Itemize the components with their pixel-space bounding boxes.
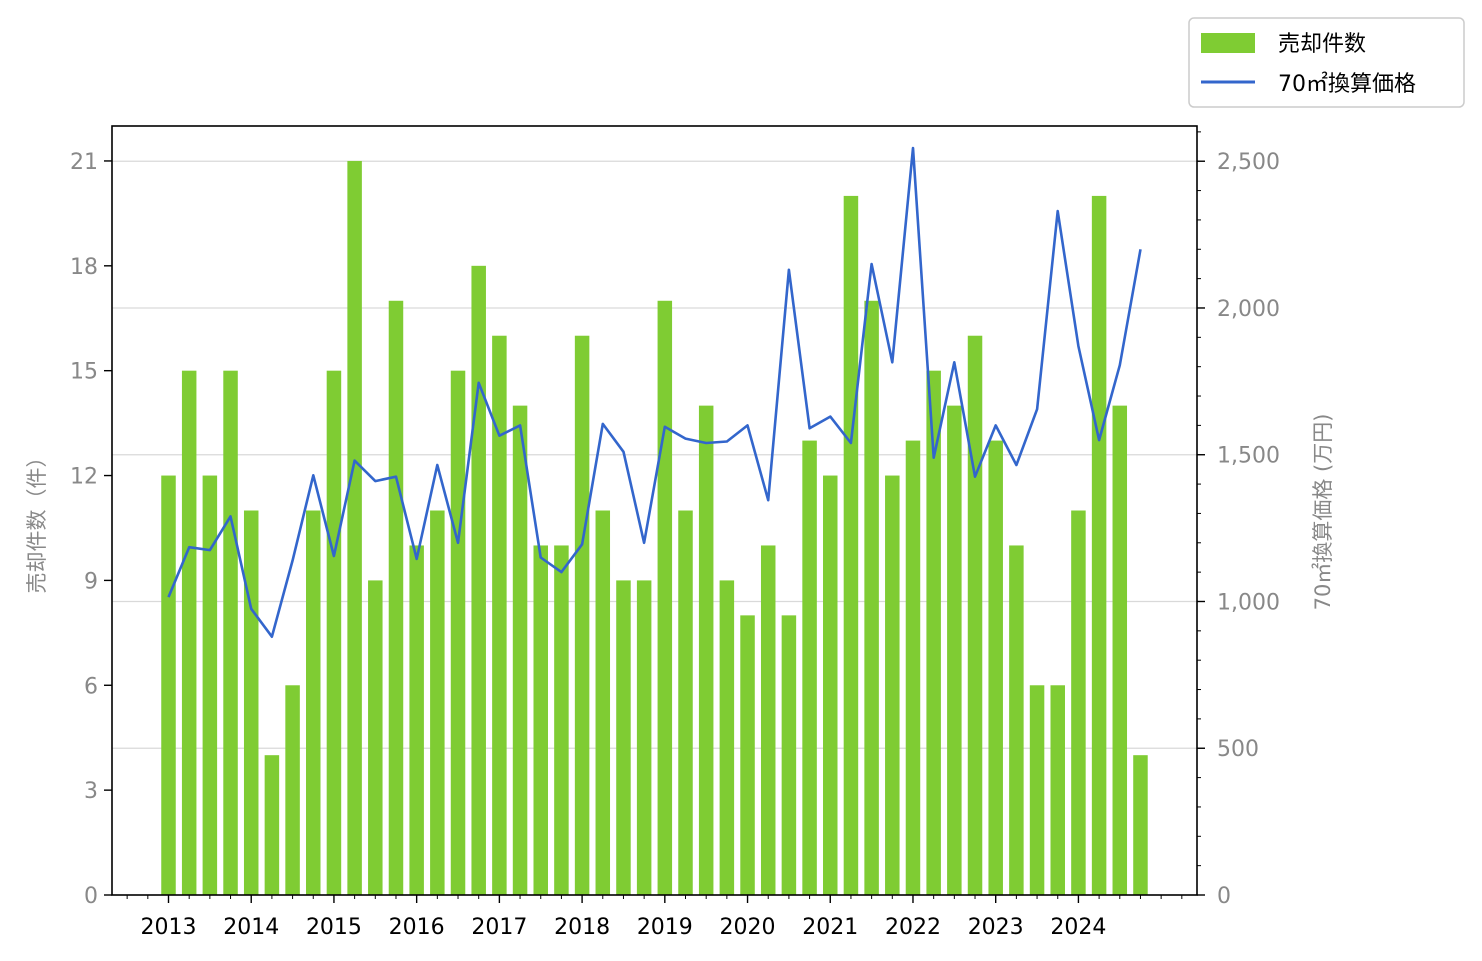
x-year-label: 2021 bbox=[802, 915, 858, 940]
left-tick-label: 0 bbox=[84, 884, 98, 909]
legend-box bbox=[1188, 17, 1465, 108]
line-series bbox=[167, 146, 1142, 639]
bar bbox=[347, 160, 362, 896]
left-tick-label: 15 bbox=[70, 360, 98, 385]
bar bbox=[1071, 510, 1086, 895]
right-tick-label: 1,500 bbox=[1217, 444, 1280, 469]
bar bbox=[409, 545, 424, 895]
right-axis-title: 70㎡換算価格 (万円) bbox=[1311, 414, 1335, 611]
bar bbox=[760, 545, 776, 895]
bar bbox=[843, 195, 859, 896]
bar bbox=[492, 335, 507, 895]
bar bbox=[1133, 755, 1148, 895]
x-year-label: 2023 bbox=[968, 915, 1024, 940]
bar bbox=[926, 370, 941, 895]
bar bbox=[802, 440, 817, 895]
left-tick-label: 6 bbox=[84, 674, 98, 699]
bar bbox=[430, 510, 445, 895]
bar bbox=[285, 685, 300, 895]
right-tick-label: 1,000 bbox=[1217, 590, 1280, 615]
bar bbox=[471, 265, 486, 895]
x-year-label: 2020 bbox=[720, 915, 776, 940]
bar bbox=[781, 615, 797, 895]
bar bbox=[905, 440, 921, 895]
axis-ticks bbox=[104, 131, 1205, 903]
bar bbox=[161, 475, 176, 895]
bar bbox=[202, 475, 218, 895]
bar bbox=[1050, 685, 1065, 895]
x-year-label: 2014 bbox=[223, 915, 279, 940]
bar bbox=[243, 510, 259, 895]
left-tick-label: 21 bbox=[70, 150, 98, 175]
bar bbox=[967, 335, 983, 895]
right-tick-label: 2,500 bbox=[1217, 150, 1280, 175]
right-tick-label: 2,000 bbox=[1217, 297, 1280, 322]
left-tick-label: 9 bbox=[84, 569, 98, 594]
left-tick-label: 3 bbox=[84, 779, 98, 804]
bar bbox=[326, 370, 342, 895]
bar bbox=[595, 510, 611, 895]
bar bbox=[947, 405, 962, 895]
right-tick-label: 0 bbox=[1217, 884, 1231, 909]
x-year-label: 2016 bbox=[389, 915, 445, 940]
bar bbox=[1029, 685, 1045, 895]
x-axis-tick-labels: 2013 2014 2015 2016 2017 2018 2019 2020 2021 2022… bbox=[141, 915, 1107, 940]
bar bbox=[740, 615, 755, 895]
x-year-label: 2013 bbox=[141, 915, 197, 940]
bar bbox=[988, 440, 1003, 895]
x-year-label: 2018 bbox=[554, 915, 610, 940]
bar bbox=[823, 475, 838, 895]
bar-series bbox=[161, 160, 1148, 896]
bar bbox=[388, 300, 404, 896]
bar bbox=[1091, 195, 1107, 896]
bar bbox=[306, 510, 321, 895]
left-axis-title: 売却件数（件） bbox=[25, 447, 49, 594]
bar bbox=[368, 580, 383, 895]
bar bbox=[223, 370, 238, 895]
left-axis-tick-labels: 0 3 6 9 12 15 18 21 bbox=[70, 150, 98, 909]
bar bbox=[678, 510, 693, 895]
bar bbox=[181, 370, 197, 895]
price-line bbox=[167, 146, 1142, 639]
bar bbox=[1112, 405, 1128, 895]
bar bbox=[554, 545, 569, 895]
bar bbox=[698, 405, 714, 895]
bar bbox=[264, 755, 280, 895]
left-tick-label: 18 bbox=[70, 255, 98, 280]
legend-bar-label: 売却件数 bbox=[1278, 32, 1366, 57]
bar bbox=[636, 580, 652, 895]
right-tick-label: 500 bbox=[1217, 737, 1259, 762]
plot-frame bbox=[111, 125, 1198, 896]
x-year-label: 2022 bbox=[885, 915, 941, 940]
legend-line-label: 70㎡換算価格 bbox=[1278, 71, 1416, 97]
bar bbox=[1009, 545, 1024, 895]
x-year-label: 2024 bbox=[1050, 915, 1106, 940]
x-year-label: 2015 bbox=[306, 915, 362, 940]
bar bbox=[864, 300, 879, 896]
right-axis-tick-labels: 0 500 1,000 1,500 2,000 2,500 bbox=[1217, 150, 1280, 909]
bar bbox=[533, 545, 548, 895]
bar bbox=[885, 475, 900, 895]
bar bbox=[450, 370, 466, 895]
x-year-label: 2019 bbox=[637, 915, 693, 940]
legend-bar-swatch bbox=[1201, 33, 1255, 53]
bar bbox=[616, 580, 631, 895]
legend: 売却件数 70㎡換算価格 bbox=[1188, 17, 1465, 108]
x-year-label: 2017 bbox=[471, 915, 527, 940]
bar bbox=[574, 335, 590, 895]
left-tick-label: 12 bbox=[70, 465, 98, 490]
gridlines bbox=[112, 160, 1197, 749]
bar bbox=[657, 300, 673, 896]
bar bbox=[512, 405, 528, 895]
bar bbox=[719, 580, 735, 895]
